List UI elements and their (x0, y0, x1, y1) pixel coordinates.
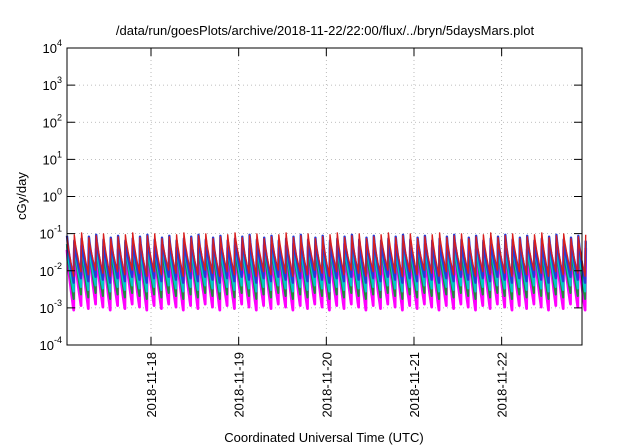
y-tick-label: 10-3 (40, 298, 62, 316)
y-tick-label: 10-2 (40, 261, 62, 279)
y-tick-base: 10 (40, 227, 54, 242)
y-tick-exponent: 3 (57, 75, 62, 85)
y-tick-base: 10 (40, 301, 54, 316)
y-tick-exponent: -4 (54, 335, 62, 345)
series-line (66, 232, 587, 277)
y-tick-label: 10-1 (40, 224, 62, 242)
x-tick-label: 2018-11-18 (144, 352, 159, 418)
y-tick-exponent: 4 (57, 38, 62, 48)
y-tick-exponent: -2 (54, 261, 62, 271)
y-tick-label: 10-4 (40, 335, 62, 353)
y-tick-label: 104 (43, 38, 62, 56)
x-tick-label: 2018-11-20 (319, 352, 334, 418)
y-tick-base: 10 (43, 41, 57, 56)
x-tick-label: 2018-11-21 (407, 352, 422, 418)
y-tick-exponent: -1 (54, 224, 62, 234)
series-line (65, 238, 587, 293)
y-tick-label: 103 (43, 75, 62, 93)
x-tick-label: 2018-11-22 (495, 352, 510, 418)
y-tick-base: 10 (43, 78, 57, 93)
x-axis-label: Coordinated Universal Time (UTC) (224, 430, 423, 445)
y-tick-label: 101 (43, 149, 62, 167)
chart-title: /data/run/goesPlots/archive/2018-11-22/2… (116, 23, 535, 38)
x-tick-label: 2018-11-19 (232, 352, 247, 418)
y-tick-label: 100 (43, 187, 62, 205)
y-tick-exponent: 2 (57, 112, 62, 122)
y-axis-label: cGy/day (14, 172, 29, 220)
y-tick-exponent: 1 (57, 149, 62, 159)
y-tick-base: 10 (43, 152, 57, 167)
grid (67, 48, 582, 345)
data-series (65, 232, 588, 312)
x-axis: 2018-11-18 2018-11-19 2018-11-20 2018-11-21… (144, 48, 510, 418)
y-tick-base: 10 (43, 190, 57, 205)
y-tick-base: 10 (40, 264, 54, 279)
y-tick-exponent: -3 (54, 298, 62, 308)
y-tick-base: 10 (40, 338, 54, 353)
y-tick-label: 102 (43, 112, 62, 130)
y-tick-base: 10 (43, 115, 57, 130)
y-tick-exponent: 0 (57, 187, 62, 197)
